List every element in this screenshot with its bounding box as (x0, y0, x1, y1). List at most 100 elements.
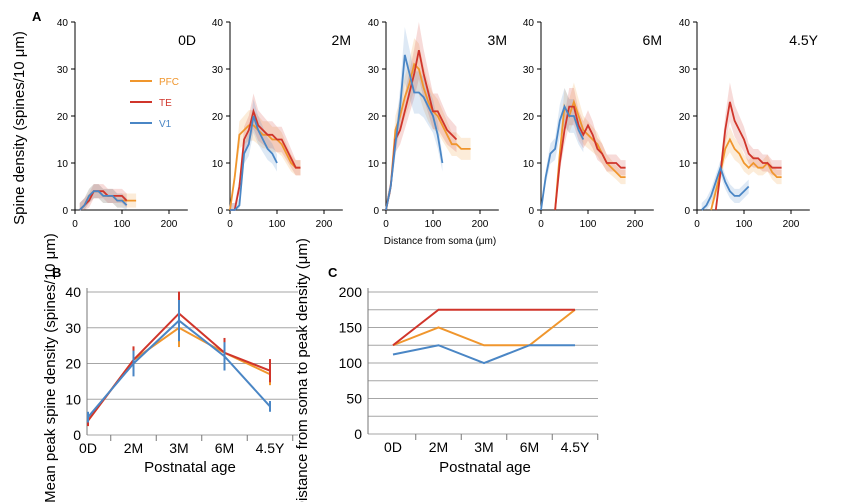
y-tick-label: 0 (217, 206, 223, 217)
y-tick-label: 0 (373, 206, 379, 217)
x-tick-label: 100 (425, 219, 442, 230)
y-tick-label: 10 (679, 159, 691, 170)
series-line-te (714, 101, 782, 211)
y-tick-label: 40 (57, 18, 69, 29)
x-tick-label: 200 (627, 219, 644, 230)
panel-a-y-label: Spine density (spines/10 μm) (11, 31, 28, 225)
legend-label-pfc: PFC (159, 77, 179, 88)
subplot-3m: 0 10 20 30 40 0 100 200 3M (368, 18, 507, 230)
y-tick-label: 20 (212, 112, 224, 123)
y-tick-label: 20 (65, 356, 81, 372)
series-line-te (230, 108, 301, 211)
y-tick-label: 40 (523, 18, 535, 29)
x-tick-label: 0 (538, 219, 544, 230)
series-line-pfc (710, 137, 782, 211)
y-tick-label: 10 (368, 159, 380, 170)
sem-band-pfc (555, 82, 626, 210)
age-label: 3M (488, 32, 507, 48)
x-tick-label: 6M (215, 440, 234, 456)
y-tick-label: 0 (62, 206, 68, 217)
y-tick-label: 10 (212, 159, 224, 170)
series-line-pfc (392, 308, 576, 347)
y-tick-label: 50 (346, 391, 362, 407)
legend-label-te: TE (159, 98, 172, 109)
panel-a-x-label: Distance from soma (μm) (384, 236, 496, 247)
sem-band-pfc (230, 110, 301, 210)
x-tick-label: 4.5Y (561, 439, 590, 455)
y-tick-label: 0 (684, 206, 690, 217)
y-tick-label: 40 (212, 18, 224, 29)
y-tick-label: 20 (523, 112, 535, 123)
y-tick-label: 30 (368, 65, 380, 76)
x-tick-label: 6M (520, 439, 539, 455)
y-tick-label: 30 (65, 320, 81, 336)
y-tick-label: 0 (354, 426, 362, 442)
x-tick-label: 200 (316, 219, 333, 230)
y-tick-label: 10 (523, 159, 535, 170)
age-label: 6M (643, 32, 662, 48)
x-tick-label: 0 (72, 219, 78, 230)
subplot-0d: 0 10 20 30 40 0 100 200 0D (57, 18, 196, 230)
sem-band-v1 (541, 87, 584, 210)
x-tick-label: 0 (383, 219, 389, 230)
sem-band-v1 (386, 26, 443, 211)
y-tick-label: 10 (65, 391, 81, 407)
y-tick-label: 30 (679, 65, 691, 76)
series-line-v1 (701, 164, 750, 211)
x-tick-label: 2M (124, 440, 143, 456)
y-axis-label: Distance from soma to peak density (μm) (294, 238, 311, 502)
y-tick-label: 10 (57, 159, 69, 170)
x-tick-label: 2M (429, 439, 448, 455)
x-tick-label: 200 (783, 219, 800, 230)
y-tick-label: 20 (57, 112, 69, 123)
sem-band-v1 (701, 160, 749, 210)
age-label: 4.5Y (789, 32, 818, 48)
sem-band-v1 (79, 184, 127, 210)
y-tick-label: 100 (339, 355, 363, 371)
y-tick-label: 200 (339, 284, 363, 300)
legend-label-v1: V1 (159, 119, 172, 130)
series-line-te (554, 105, 626, 211)
subplot-6m: 0 10 20 30 40 0 100 200 6M (523, 18, 662, 230)
series-line-v1 (230, 115, 278, 211)
sem-band-pfc (386, 38, 471, 210)
sem-band-pfc (711, 126, 782, 210)
y-axis-label: Mean peak spine density (spines/10 μm) (42, 233, 59, 502)
age-label: 2M (332, 32, 351, 48)
y-tick-label: 40 (65, 284, 81, 300)
sem-band-te (230, 93, 301, 210)
x-tick-label: 3M (169, 440, 188, 456)
panel-a-label: A (32, 9, 42, 24)
sem-band-te (555, 87, 626, 210)
legend: PFC TE V1 (130, 77, 179, 130)
series-line-te (79, 190, 128, 211)
series-line-pfc (229, 124, 301, 211)
series-line-v1 (79, 190, 128, 211)
subplot-2m: 0 10 20 30 40 0 100 200 2M (212, 18, 351, 230)
panel-c-label: C (328, 265, 338, 280)
x-tick-label: 200 (472, 219, 489, 230)
series-line-v1 (392, 344, 575, 365)
y-tick-label: 150 (339, 320, 363, 336)
subplot-4-5y: 0 10 20 30 40 0 100 200 4.5Y (679, 18, 819, 230)
y-tick-label: 40 (679, 18, 691, 29)
y-tick-label: 20 (679, 112, 691, 123)
series-line-v1 (540, 104, 585, 211)
series-line-v1 (87, 319, 271, 418)
series-line-pfc (385, 62, 471, 211)
x-tick-label: 0 (694, 219, 700, 230)
x-tick-label: 100 (736, 219, 753, 230)
y-tick-label: 0 (73, 427, 81, 443)
y-tick-label: 30 (212, 65, 224, 76)
age-label: 0D (178, 32, 196, 48)
y-tick-label: 30 (523, 65, 535, 76)
x-tick-label: 100 (114, 219, 131, 230)
x-axis-label: Postnatal age (144, 459, 236, 476)
y-tick-label: 40 (368, 18, 380, 29)
y-tick-label: 20 (368, 112, 380, 123)
x-tick-label: 200 (161, 219, 178, 230)
panel-c: 0 50 100 150 200 0D 2M 3M 6M 4.5Y Postnatal age Dis… (294, 238, 599, 502)
x-axis-label: Postnatal age (439, 459, 531, 476)
